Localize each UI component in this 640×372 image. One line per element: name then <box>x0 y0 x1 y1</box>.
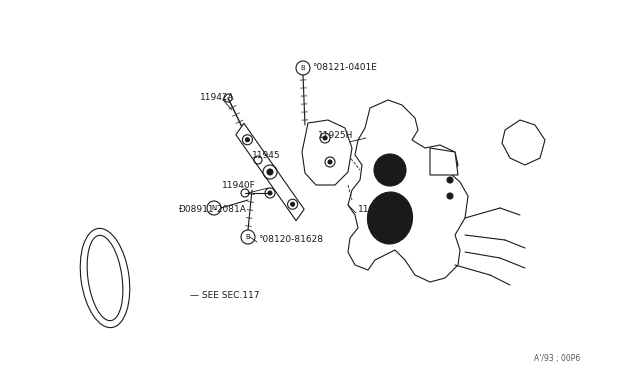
Polygon shape <box>430 148 458 175</box>
Text: A'/93 ; 00P6: A'/93 ; 00P6 <box>534 353 580 362</box>
Circle shape <box>447 193 453 199</box>
Ellipse shape <box>367 192 413 244</box>
Polygon shape <box>236 123 304 221</box>
Text: 11925H: 11925H <box>318 131 353 140</box>
Text: N: N <box>211 205 216 211</box>
Polygon shape <box>502 120 545 165</box>
Text: 11945: 11945 <box>252 151 280 160</box>
Text: °08121-0401E: °08121-0401E <box>312 64 377 73</box>
Circle shape <box>245 138 250 142</box>
Text: — SEE SEC.117: — SEE SEC.117 <box>190 291 259 299</box>
Text: B: B <box>301 65 305 71</box>
Text: Ð08911-2081A: Ð08911-2081A <box>178 205 246 215</box>
Circle shape <box>374 154 406 186</box>
Circle shape <box>268 191 272 195</box>
Text: 11940F: 11940F <box>222 180 256 189</box>
Circle shape <box>447 177 453 183</box>
Circle shape <box>267 169 273 175</box>
Polygon shape <box>302 120 352 185</box>
Polygon shape <box>348 100 468 282</box>
Text: 11940: 11940 <box>358 205 387 215</box>
Text: 11942A: 11942A <box>200 93 235 103</box>
Text: B: B <box>246 234 250 240</box>
Circle shape <box>328 160 332 164</box>
Circle shape <box>291 202 294 206</box>
Circle shape <box>323 136 327 140</box>
Text: °08120-81628: °08120-81628 <box>258 235 323 244</box>
